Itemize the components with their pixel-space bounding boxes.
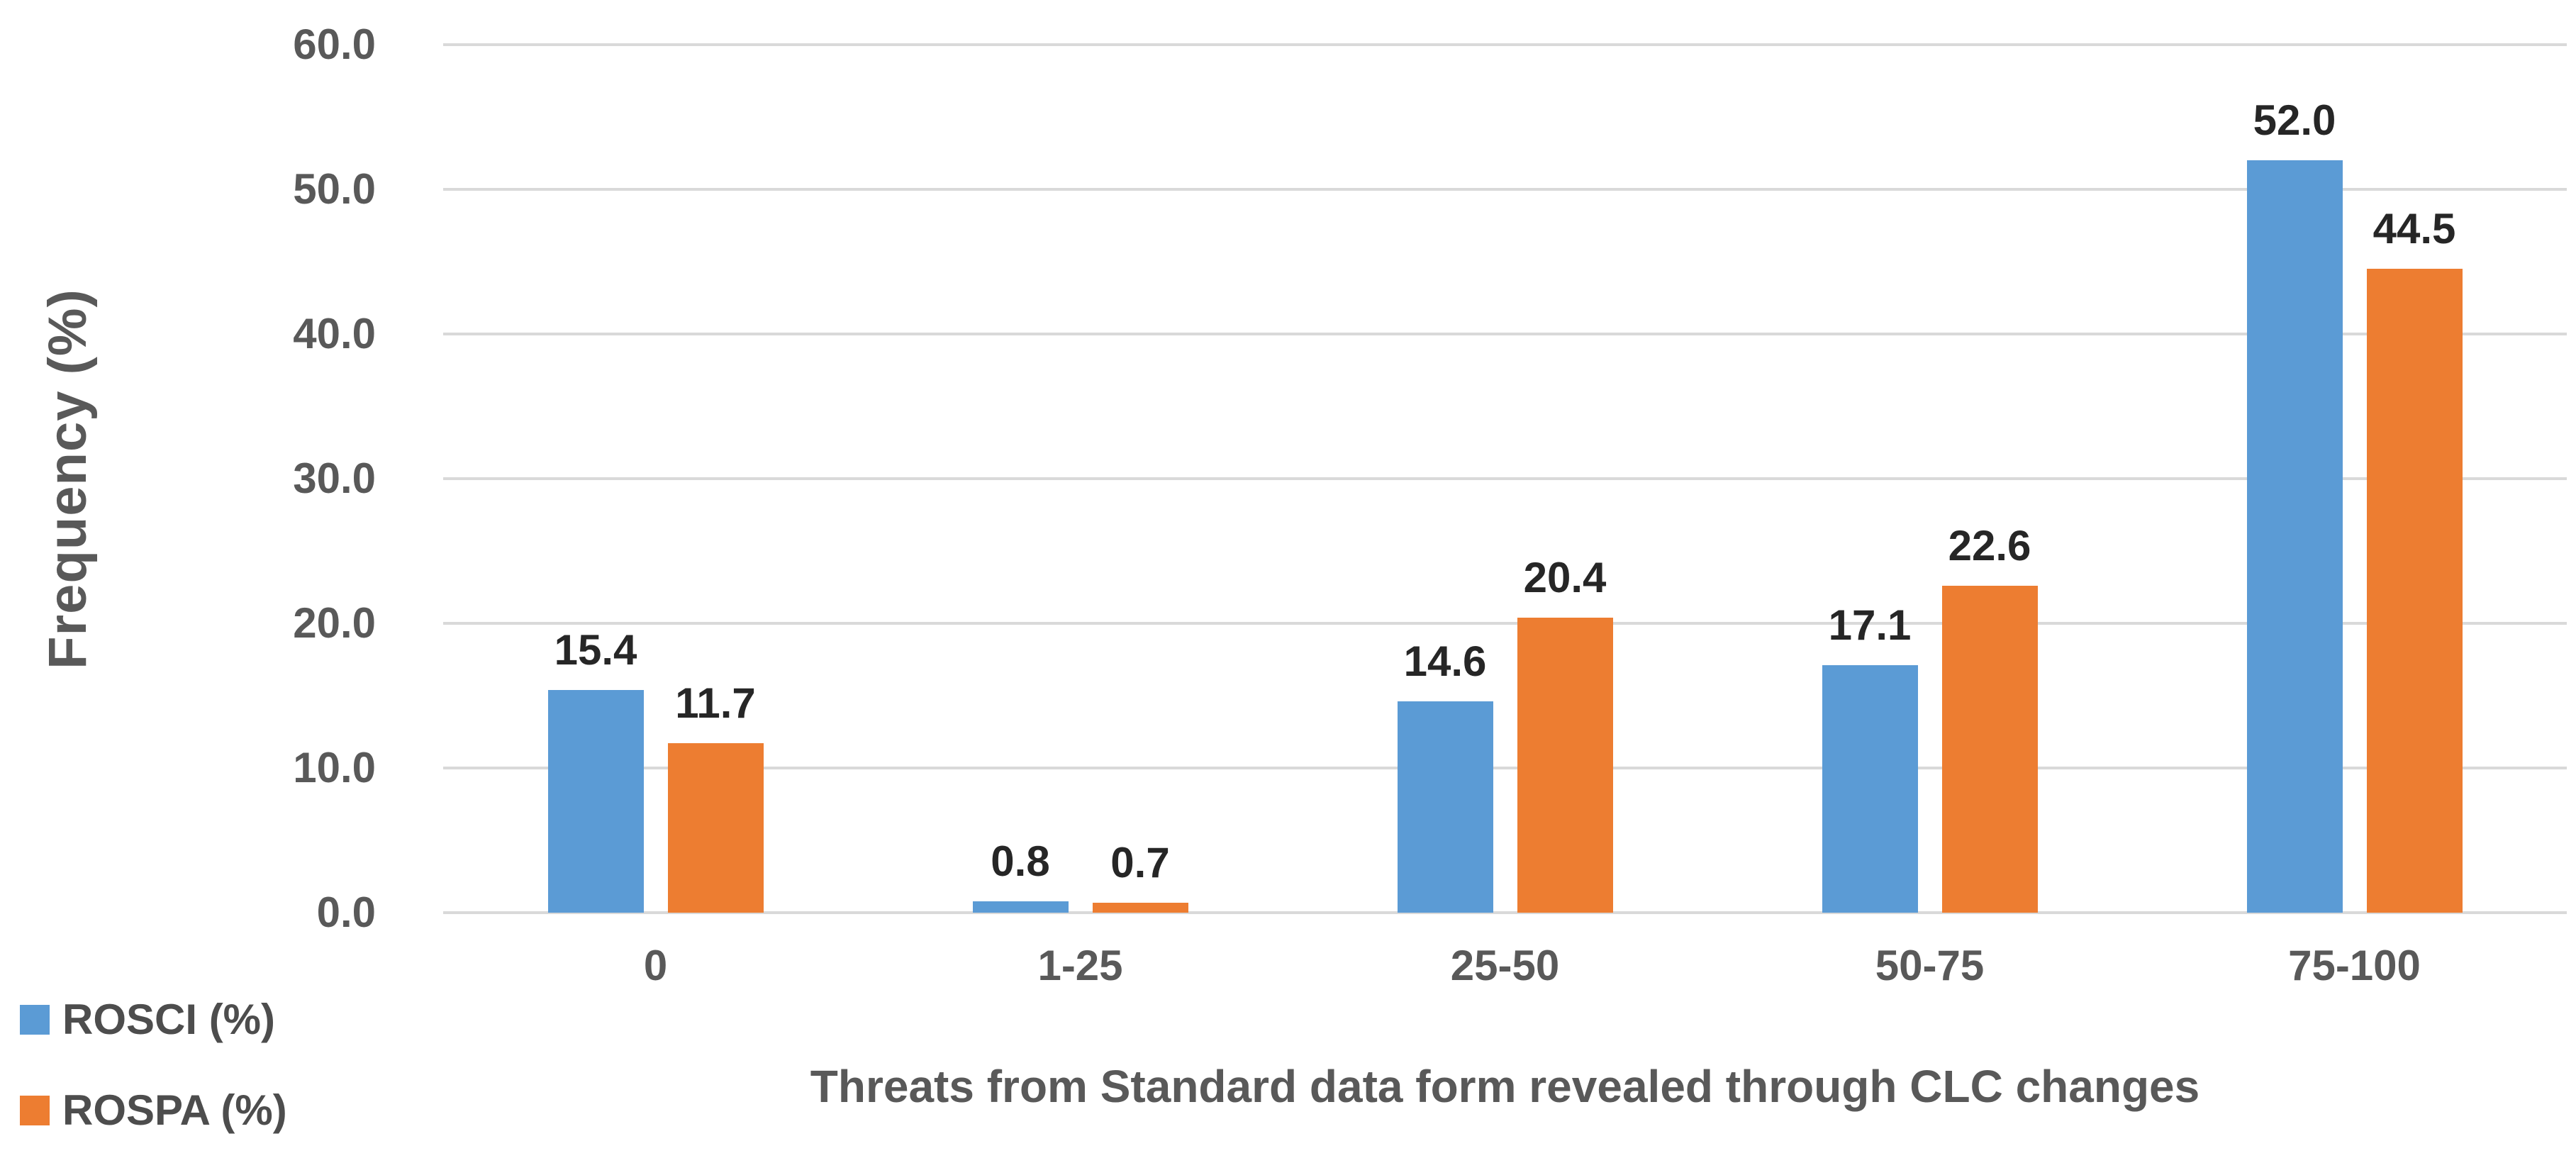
legend-item-rospa: ROSPA (%) (20, 1089, 287, 1132)
legend-label-rosci: ROSCI (%) (62, 996, 275, 1043)
gridline-40.0 (443, 333, 2567, 335)
gridline-30.0 (443, 477, 2567, 480)
data-label-rospa-1-25: 0.7 (1110, 838, 1170, 886)
y-tick-label-40.0: 40.0 (293, 310, 376, 357)
bar-rosci-50-75: 17.1 (1822, 604, 1918, 913)
legend-label-rospa: ROSPA (%) (62, 1086, 287, 1134)
bar-rospa-50-75: 22.6 (1941, 524, 2038, 913)
bar-rosci-0: 15.4 (547, 628, 644, 913)
bar-group-50-75: 17.1 22.6 (1717, 45, 2142, 913)
data-label-rosci-50-75: 17.1 (1828, 601, 1912, 650)
gridline-60.0 (443, 43, 2567, 46)
bar-rospa-0: 11.7 (667, 682, 764, 913)
legend-item-rosci: ROSCI (%) (20, 998, 287, 1041)
bar-rosci-25-50: 14.6 (1397, 640, 1493, 913)
x-category-label-50-75: 50-75 (1875, 942, 1985, 989)
data-label-rosci-1-25: 0.8 (991, 837, 1050, 885)
x-category-labels: 0 1-25 25-50 50-75 75-100 (443, 936, 2567, 996)
x-axis-title: Threats from Standard data form revealed… (810, 1061, 2200, 1112)
bar-rospa-1-25: 0.7 (1092, 841, 1188, 913)
data-label-rospa-50-75: 22.6 (1948, 521, 2031, 569)
legend-swatch-icon-rosci (20, 1005, 50, 1035)
data-label-rospa-25-50: 20.4 (1523, 553, 1607, 601)
bar-groups: 15.4 11.7 0.8 0.7 14.6 20.4 17.1 22.6 52.0 44.5 (443, 45, 2567, 913)
bar-rosci-75-100: 52.0 (2246, 99, 2343, 913)
bar-group-1-25: 0.8 0.7 (868, 45, 1293, 913)
data-label-rospa-75-100: 44.5 (2373, 205, 2456, 253)
x-category-label-1-25: 1-25 (1037, 942, 1123, 989)
plot-area: 15.4 11.7 0.8 0.7 14.6 20.4 17.1 22.6 52.0 44.5 (443, 43, 2567, 914)
x-category-label-75-100: 75-100 (2288, 942, 2421, 989)
legend-swatch-icon-rospa (20, 1096, 50, 1125)
y-tick-label-0.0: 0.0 (316, 889, 376, 936)
y-tick-label-10.0: 10.0 (293, 744, 376, 791)
y-tick-label-20.0: 20.0 (293, 599, 376, 647)
bar-rosci-1-25: 0.8 (972, 840, 1069, 913)
y-tick-label-60.0: 60.0 (293, 21, 376, 68)
bar-group-0: 15.4 11.7 (443, 45, 868, 913)
bar-rospa-75-100: 44.5 (2366, 208, 2463, 913)
bar-group-75-100: 52.0 44.5 (2142, 45, 2567, 913)
gridline-20.0 (443, 622, 2567, 625)
bar-group-25-50: 14.6 20.4 (1293, 45, 1717, 913)
legend: ROSCI (%) ROSPA (%) (20, 998, 287, 1132)
gridline-50.0 (443, 188, 2567, 191)
y-tick-label-30.0: 30.0 (293, 455, 376, 502)
x-category-label-0: 0 (643, 942, 668, 989)
data-label-rosci-0: 15.4 (554, 625, 637, 674)
x-category-label-25-50: 25-50 (1450, 942, 1560, 989)
data-label-rospa-0: 11.7 (675, 679, 756, 728)
gridline-0.0 (443, 911, 2567, 914)
data-label-rosci-75-100: 52.0 (2253, 96, 2336, 145)
y-tick-label-50.0: 50.0 (293, 165, 376, 213)
data-label-rosci-25-50: 14.6 (1403, 638, 1487, 686)
bar-rospa-25-50: 20.4 (1517, 556, 1613, 913)
gridline-10.0 (443, 767, 2567, 769)
y-tick-labels: 0.0 10.0 20.0 30.0 40.0 50.0 60.0 (0, 23, 404, 934)
